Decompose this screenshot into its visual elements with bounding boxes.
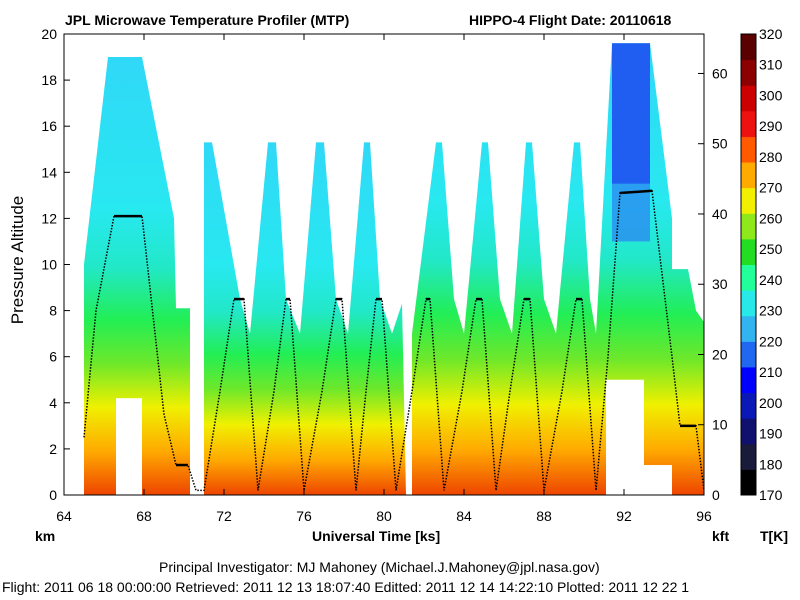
- y2-tick-label: 30: [712, 276, 728, 292]
- y-tick-label: 6: [49, 349, 57, 365]
- y-axis-label: Pressure Altitude: [8, 195, 27, 325]
- colorbar-tick-label: 290: [759, 118, 783, 134]
- y-tick-label: 4: [49, 395, 57, 411]
- x-axis-label: Universal Time [ks]: [312, 528, 441, 544]
- x-tick-label: 92: [616, 508, 632, 524]
- flight-date: HIPPO-4 Flight Date: 20110618: [469, 12, 672, 28]
- colorbar-segment: [741, 238, 756, 265]
- y-tick-label: 16: [41, 118, 57, 134]
- y2-tick-label: 20: [712, 346, 728, 362]
- colorbar-tick-label: 270: [759, 180, 783, 196]
- no-data-gap: [116, 398, 142, 495]
- y2-tick-label: 60: [712, 65, 728, 81]
- colorbar-segment: [741, 187, 756, 214]
- colorbar-segment: [741, 366, 756, 394]
- colorbar-segment: [741, 59, 756, 86]
- colorbar-tick-label: 320: [759, 26, 783, 42]
- colorbar-segment: [741, 85, 756, 112]
- y2-tick-label: 0: [712, 487, 720, 503]
- colorbar-segment: [741, 290, 756, 317]
- x-tick-label: 96: [696, 508, 712, 524]
- x-tick-label: 88: [536, 508, 552, 524]
- colorbar-tick-label: 300: [759, 87, 783, 103]
- colorbar-tick-label: 310: [759, 57, 783, 73]
- y2-tick-label: 10: [712, 417, 728, 433]
- colorbar-tick-label: 280: [759, 149, 783, 165]
- y-tick-label: 0: [49, 487, 57, 503]
- temperature-curtain-3: [412, 43, 704, 495]
- x-tick-label: 72: [216, 508, 232, 524]
- colorbar-segment: [741, 418, 756, 445]
- y-tick-label: 12: [41, 210, 57, 226]
- y-tick-label: 2: [49, 441, 57, 457]
- colorbar-tick-label: 260: [759, 210, 783, 226]
- colorbar-tick-label: 220: [759, 333, 783, 349]
- colorbar-segment: [741, 162, 756, 189]
- temperature-curtain-1: [84, 57, 190, 496]
- no-data-gap: [644, 465, 672, 495]
- colorbar-segment: [741, 315, 756, 342]
- timestamps-line: Flight: 2011 06 18 00:00:00 Retrieved: 2…: [2, 579, 690, 595]
- x-tick-label: 84: [456, 508, 472, 524]
- colorbar-segment: [741, 392, 756, 419]
- colorbar-segment: [741, 34, 756, 61]
- investigator-line: Principal Investigator: MJ Mahoney (Mich…: [159, 559, 600, 575]
- colorbar-tick-label: 240: [759, 272, 783, 288]
- colorbar-segment: [741, 443, 756, 470]
- x-tick-label: 76: [296, 508, 312, 524]
- y-tick-label: 20: [41, 26, 57, 42]
- colorbar-tick-label: 170: [759, 487, 783, 503]
- colorbar-tick-label: 210: [759, 364, 783, 380]
- colorbar-segment: [741, 264, 756, 291]
- colorbar-segment: [741, 341, 756, 368]
- x-tick-label: 64: [56, 508, 72, 524]
- y2-tick-label: 50: [712, 136, 728, 152]
- temperature-curtain-2: [204, 142, 406, 495]
- colorbar-tick-label: 190: [759, 426, 783, 442]
- x-tick-label: 68: [136, 508, 152, 524]
- colorbar-tick-label: 230: [759, 303, 783, 319]
- colorbar-segment: [741, 213, 756, 240]
- y2-tick-label: 40: [712, 206, 728, 222]
- colorbar-unit-label: T[K]: [760, 528, 788, 544]
- km-unit-label: km: [35, 528, 56, 544]
- y-tick-label: 18: [41, 72, 57, 88]
- colorbar-frame: [740, 33, 757, 496]
- chart-title: JPL Microwave Temperature Profiler (MTP): [65, 12, 350, 28]
- colorbar-segment: [741, 136, 756, 163]
- colorbar-tick-label: 200: [759, 395, 783, 411]
- cold-region: [612, 43, 650, 184]
- y-tick-label: 10: [41, 257, 57, 273]
- y-tick-label: 14: [41, 164, 57, 180]
- no-data-gap: [606, 379, 644, 495]
- flight-level-segment: [619, 189, 653, 195]
- colorbar-segment: [741, 469, 756, 496]
- colorbar-segment: [741, 110, 756, 137]
- kft-unit-label: kft: [712, 528, 730, 544]
- x-tick-label: 80: [376, 508, 392, 524]
- flight-track: [83, 189, 705, 492]
- colorbar-tick-label: 250: [759, 241, 783, 257]
- colorbar-tick-label: 180: [759, 456, 783, 472]
- y-tick-label: 8: [49, 303, 57, 319]
